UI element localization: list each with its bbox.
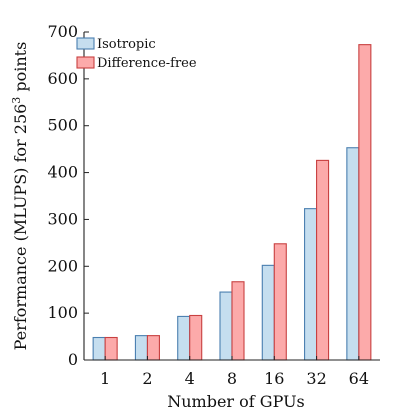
y-tick-label: 700: [47, 22, 78, 41]
x-tick-label: 16: [264, 369, 284, 388]
x-tick-label: 64: [349, 369, 369, 388]
y-tick-label: 500: [47, 116, 78, 135]
legend-label-difference-free: Difference-free: [97, 56, 197, 71]
bar-difference-free-32: [316, 159, 330, 361]
bar-difference-free-2: [146, 335, 160, 361]
bar-isotropic-16: [261, 264, 275, 361]
bar-difference-free-64: [358, 44, 372, 361]
bar-isotropic-64: [346, 147, 360, 361]
y-ticks: 0 100 200 300 400 500 600 700: [47, 22, 89, 369]
y-tick-label: 200: [47, 256, 78, 275]
y-tick-label: 300: [47, 209, 78, 228]
x-tick-label: 8: [227, 369, 237, 388]
x-ticks: 1 2 4 8 16 32 64: [100, 356, 369, 388]
x-tick-label: 4: [185, 369, 195, 388]
y-axis-title-main: Performance (MLUPS) for 256: [11, 104, 30, 351]
x-tick-label: 32: [306, 369, 326, 388]
legend-swatch-isotropic: [76, 37, 95, 50]
bar-isotropic-4: [177, 315, 191, 361]
y-tick-label: 400: [47, 163, 78, 182]
y-tick-label: 0: [68, 350, 78, 369]
bar-isotropic-1: [92, 336, 106, 361]
bar-difference-free-16: [273, 243, 287, 361]
y-tick-label: 600: [47, 69, 78, 88]
y-axis-title-sup: 3: [10, 97, 23, 104]
bars-group: [92, 44, 372, 361]
bar-isotropic-32: [304, 208, 318, 361]
y-axis-title: Performance (MLUPS) for 2563 points: [10, 42, 30, 351]
x-axis-title: Number of GPUs: [167, 392, 305, 411]
bar-difference-free-8: [231, 281, 245, 361]
bar-difference-free-1: [104, 336, 118, 361]
bar-isotropic-2: [134, 335, 148, 361]
x-tick-label: 1: [100, 369, 110, 388]
y-axis-title-suffix: points: [11, 42, 30, 97]
legend-swatch-difference-free: [76, 56, 95, 69]
legend: Isotropic Difference-free: [76, 37, 197, 71]
y-tick-label: 100: [47, 303, 78, 322]
bar-difference-free-4: [189, 314, 203, 361]
bar-isotropic-8: [219, 291, 233, 361]
x-tick-label: 2: [142, 369, 152, 388]
legend-label-isotropic: Isotropic: [97, 37, 156, 52]
